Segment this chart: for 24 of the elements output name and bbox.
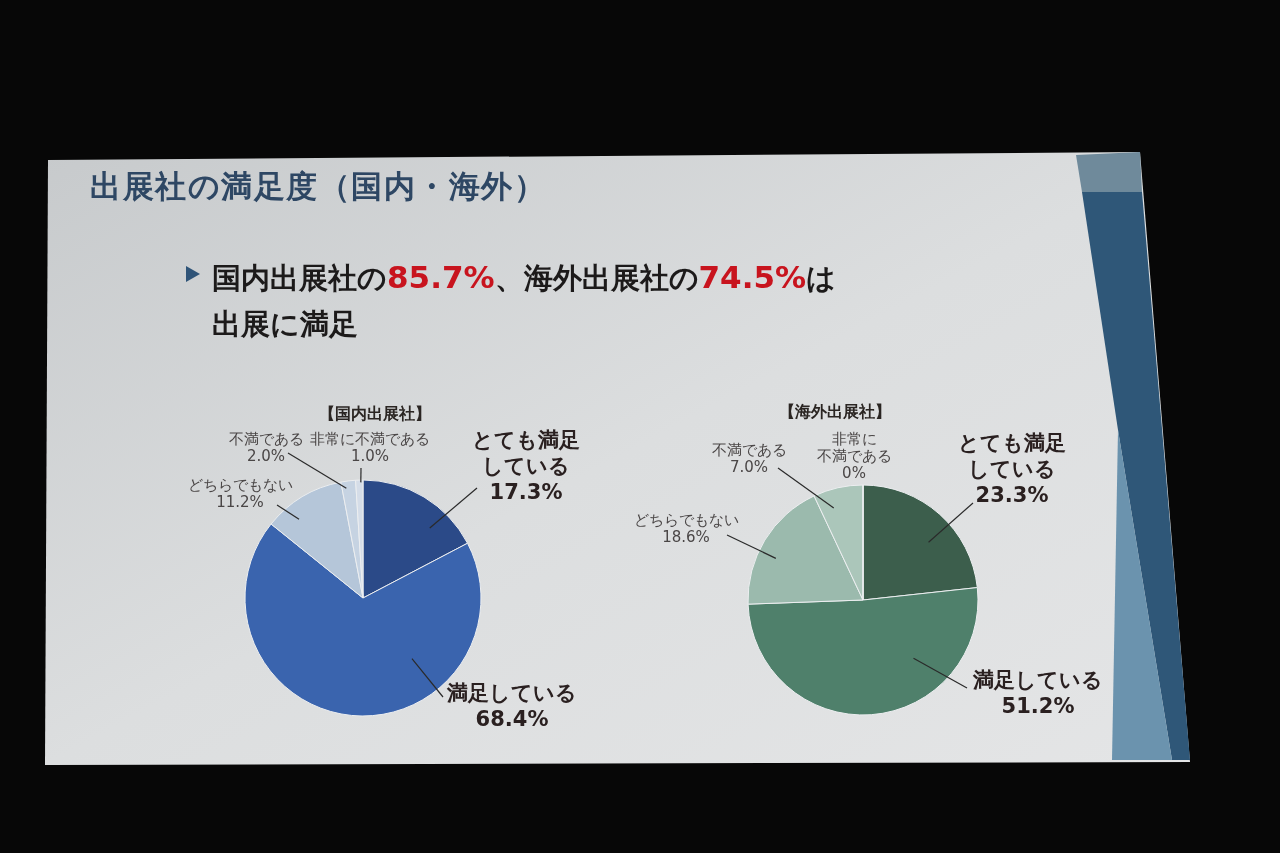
data-label: 18.6%: [662, 528, 710, 546]
data-label: 2.0%: [246, 447, 286, 465]
slice-label: どちらでもない: [187, 476, 293, 494]
category-label: 非常に不満である: [816, 430, 892, 465]
data-label: 23.3%: [975, 483, 1049, 507]
data-label: 68.4%: [475, 707, 549, 731]
slice-label: 満足している: [446, 681, 577, 705]
slice-label: とても満足している: [958, 431, 1066, 481]
text: 国内出展社の85.7%、海外出展社の74.5%は出展に満足: [212, 259, 837, 341]
data-label: 11.2%: [216, 493, 264, 511]
slice-label: 不満である: [711, 441, 787, 459]
data-label: 17.3%: [489, 480, 563, 504]
text: 0%: [842, 464, 866, 482]
chart-title: 【海外出展社】: [779, 402, 891, 421]
slice-label: 非常に不満である: [310, 430, 430, 448]
chart-title: 【国内出展社】: [319, 404, 431, 423]
slice-label: 満足している: [972, 668, 1103, 692]
data-label: 1.0%: [350, 447, 390, 465]
slice-label: どちらでもない: [633, 511, 739, 529]
data-label: 7.0%: [729, 458, 769, 476]
text: 出展社の満足度（国内・海外）: [90, 167, 546, 206]
data-label: 51.2%: [1001, 694, 1075, 718]
slice-label: 不満である: [228, 430, 304, 448]
slice-label: とても満足している: [472, 428, 580, 478]
